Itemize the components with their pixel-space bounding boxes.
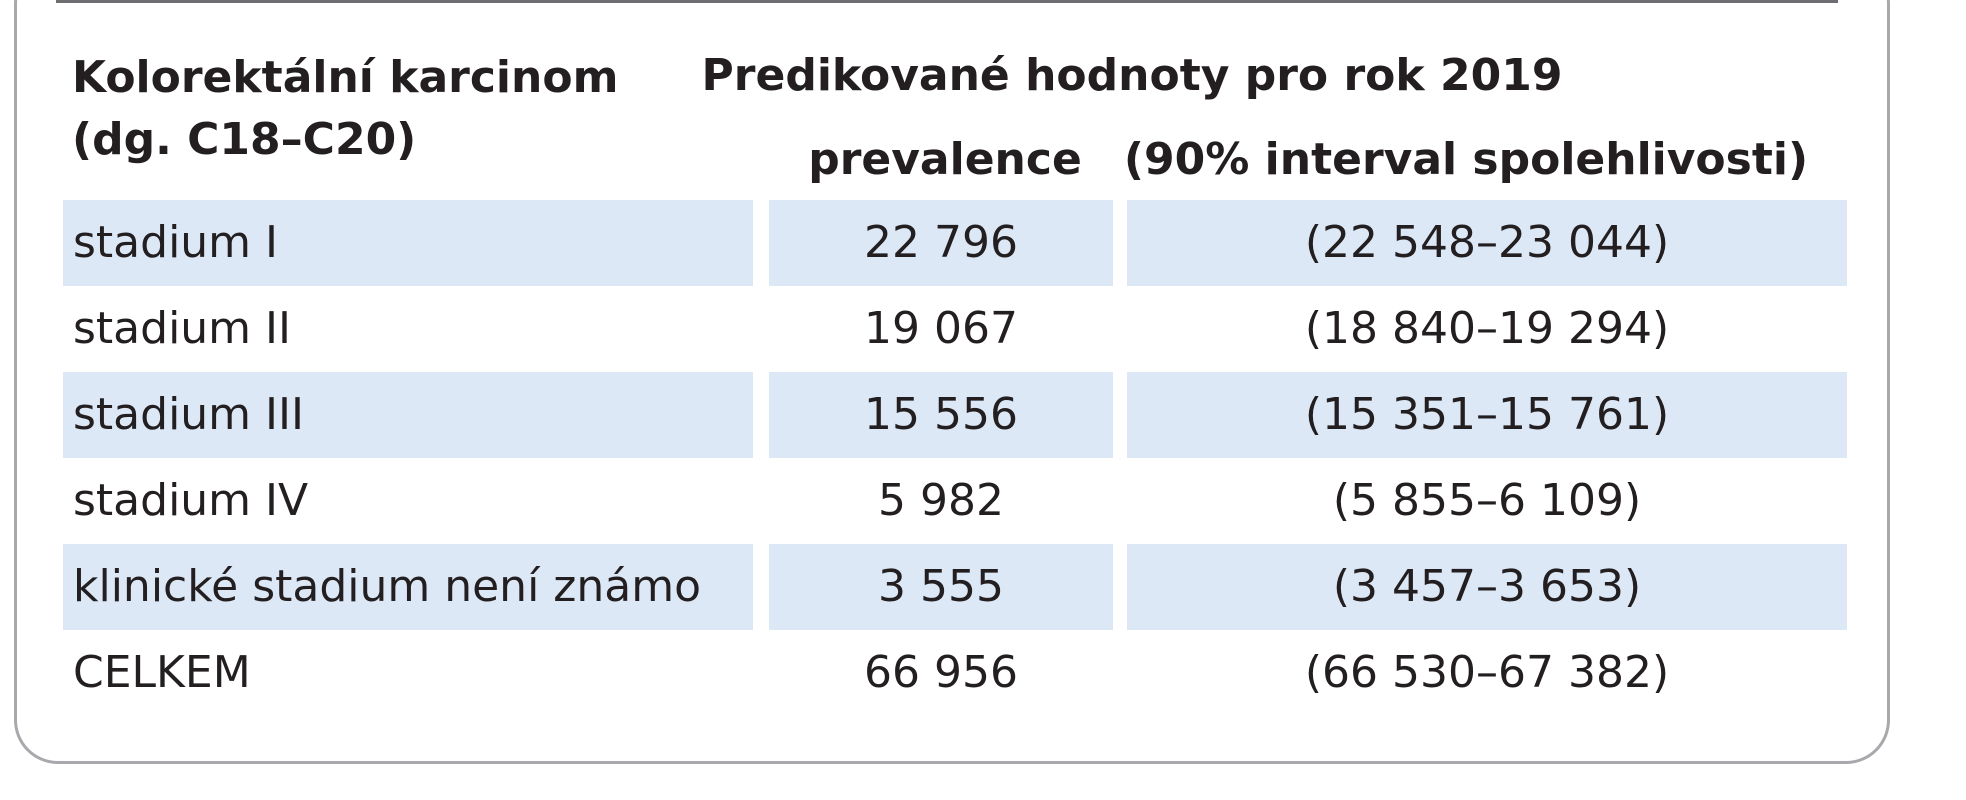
ci-value: (22 548–23 044) [1127, 200, 1847, 286]
table-row: klinické stadium není známo 3 555 (3 457… [63, 544, 1847, 630]
table-row: stadium III 15 556 (15 351–15 761) [63, 372, 1847, 458]
column-header-ci-text: (90% interval spolehlivosti) [1123, 134, 1809, 185]
row-label: stadium IV [73, 475, 309, 526]
row-label: stadium III [63, 372, 753, 458]
table-row: stadium IV 5 982 (5 855–6 109) [63, 458, 1847, 544]
table-row-total: CELKEM 66 956 (66 530–67 382) [63, 630, 1847, 716]
prevalence-value: 66 956 [864, 647, 1018, 698]
ci-value: (18 840–19 294) [1304, 303, 1670, 354]
table-row: stadium I 22 796 (22 548–23 044) [63, 200, 1847, 286]
row-label: stadium II [73, 303, 291, 354]
column-header-prevalence-text: prevalence [808, 134, 1082, 185]
ci-value: (3 457–3 653) [1127, 544, 1847, 630]
prevalence-value: 5 982 [878, 475, 1004, 526]
top-rule [56, 0, 1838, 3]
row-label: CELKEM [73, 647, 251, 698]
ci-value: (15 351–15 761) [1127, 372, 1847, 458]
prevalence-value: 15 556 [769, 372, 1113, 458]
row-header-code: (dg. C18–C20) [72, 114, 417, 165]
prevalence-value: 22 796 [769, 200, 1113, 286]
table-panel [14, 0, 1890, 764]
row-header-title: Kolorektální karcinom [72, 52, 619, 103]
prevalence-value: 3 555 [769, 544, 1113, 630]
row-label: stadium I [63, 200, 753, 286]
prevalence-value: 19 067 [864, 303, 1018, 354]
table-row: stadium II 19 067 (18 840–19 294) [63, 286, 1847, 372]
row-label: klinické stadium není známo [63, 544, 753, 630]
group-header-text: Predikované hodnoty pro rok 2019 [701, 50, 1563, 101]
ci-value: (66 530–67 382) [1304, 647, 1670, 698]
ci-value: (5 855–6 109) [1332, 475, 1642, 526]
